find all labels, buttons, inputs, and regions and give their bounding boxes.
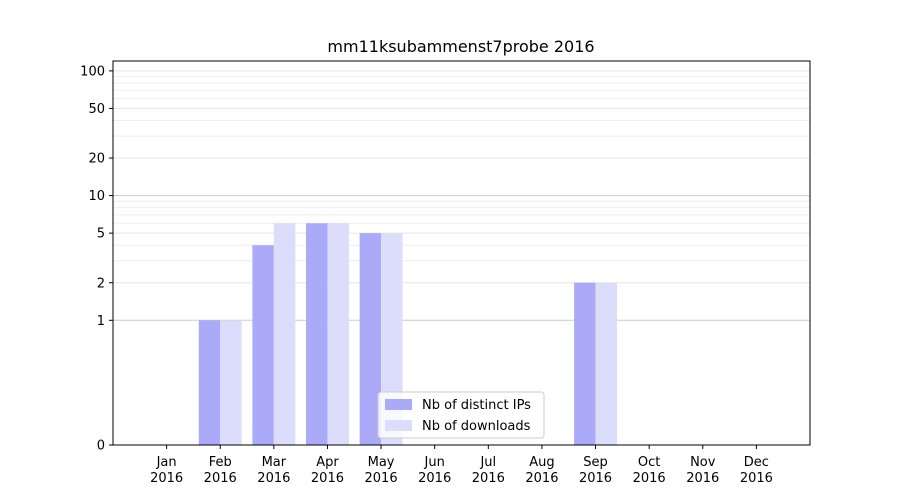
x-tick-label: 2016 (418, 471, 451, 486)
legend-label: Nb of distinct IPs (422, 398, 531, 413)
x-tick-label: Sep (583, 455, 608, 470)
legend-swatch (385, 399, 412, 410)
legend-box (377, 391, 545, 439)
y-tick-label: 100 (80, 64, 105, 79)
x-tick-label: 2016 (633, 471, 666, 486)
x-tick-label: Jun (424, 455, 445, 470)
x-tick-label: Oct (638, 455, 660, 470)
y-tick-label: 10 (88, 189, 105, 204)
x-tick-label: 2016 (472, 471, 505, 486)
x-tick-label: Nov (690, 455, 716, 470)
y-tick-label: 2 (97, 276, 105, 291)
bar (595, 282, 617, 445)
grid (113, 70, 810, 321)
y-tick-label: 1 (97, 314, 105, 329)
x-tick-label: Aug (529, 455, 554, 470)
y-tick-label: 50 (88, 102, 105, 117)
chart-title: mm11ksubammenst7probe 2016 (327, 37, 594, 56)
y-tick-label: 5 (97, 227, 105, 242)
x-tick-label: 2016 (257, 471, 290, 486)
x-tick-label: 2016 (311, 471, 344, 486)
y-axis: 0 1 2 5 10 20 50 100 (80, 64, 113, 454)
x-tick-label: Jan (156, 455, 177, 470)
x-tick-label: Mar (262, 455, 287, 470)
x-tick-label: 2016 (686, 471, 719, 486)
x-tick-label: May (368, 455, 395, 470)
x-tick-label: 2016 (525, 471, 558, 486)
legend: Nb of distinct IPs Nb of downloads (377, 391, 545, 439)
x-tick-label: 2016 (579, 471, 612, 486)
x-tick-label: Apr (316, 455, 339, 470)
x-tick-label: 2016 (740, 471, 773, 486)
legend-label: Nb of downloads (422, 419, 531, 434)
bar (359, 233, 382, 445)
bar (306, 223, 328, 445)
x-tick-label: 2016 (365, 471, 398, 486)
bar (252, 245, 274, 445)
plot-frame (112, 60, 811, 446)
y-tick-label: 0 (97, 439, 105, 454)
bar (273, 223, 296, 445)
x-tick-label: Jul (479, 455, 496, 470)
bar (327, 223, 349, 445)
bar (574, 282, 596, 445)
x-tick-label: Feb (209, 455, 232, 470)
y-tick-label: 20 (88, 152, 105, 167)
x-tick-label: 2016 (204, 471, 237, 486)
legend-swatch (385, 420, 412, 431)
x-tick-label: Dec (744, 455, 769, 470)
x-tick-label: 2016 (150, 471, 183, 486)
bar (198, 320, 221, 445)
x-axis: Jan2016Feb2016Mar2016Apr2016May2016Jun20… (150, 445, 773, 486)
bar (220, 320, 242, 445)
